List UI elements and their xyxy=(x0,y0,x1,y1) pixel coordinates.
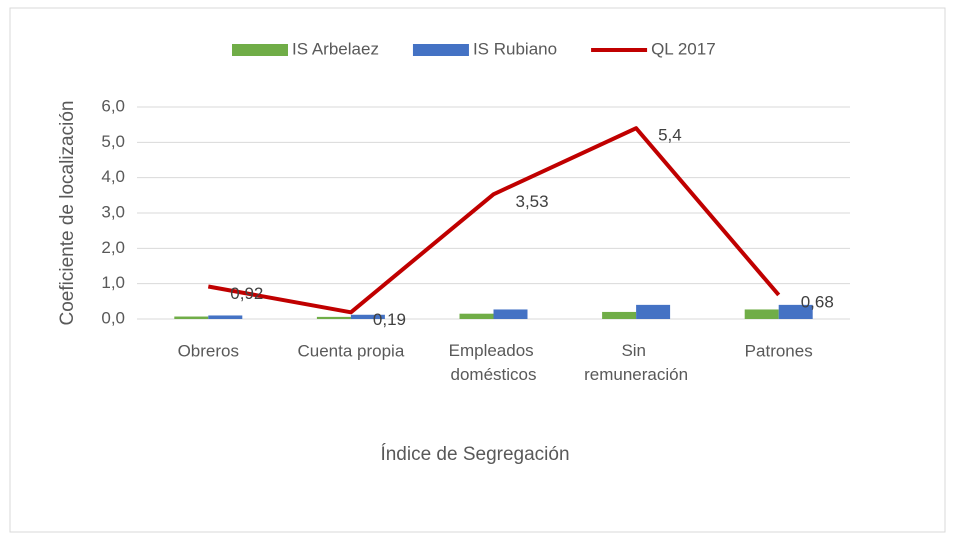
bar xyxy=(602,311,637,319)
x-tick-label: Cuenta propia xyxy=(297,341,404,360)
legend-label: IS Arbelaez xyxy=(292,39,379,58)
bar xyxy=(493,309,528,319)
y-tick-label: 4,0 xyxy=(101,167,125,186)
bar xyxy=(208,315,243,319)
x-tick-label-line: remuneración xyxy=(584,365,688,384)
x-tick-label-line: Sin xyxy=(621,341,650,360)
y-tick-label: 3,0 xyxy=(101,202,125,221)
bar xyxy=(174,316,209,319)
x-tick-label-line: domésticos xyxy=(451,365,537,384)
x-tick-label: Patrones xyxy=(745,341,813,360)
y-tick-label: 0,0 xyxy=(101,308,125,327)
x-axis-title: Índice de Segregación xyxy=(380,444,569,465)
legend-swatch xyxy=(412,44,469,56)
line xyxy=(207,126,781,315)
data-label: 0,19 xyxy=(373,310,406,329)
bar xyxy=(316,316,351,319)
legend-swatch xyxy=(232,44,288,56)
y-tick-label: 2,0 xyxy=(101,238,125,257)
data-label: 5,4 xyxy=(658,126,682,145)
bar xyxy=(459,313,494,319)
legend-label: QL 2017 xyxy=(651,39,716,58)
data-label: 0,68 xyxy=(801,292,834,311)
data-label: 3,53 xyxy=(516,192,549,211)
y-axis-title: Coeficiente de localización xyxy=(57,101,78,326)
bar xyxy=(744,309,779,319)
chart-frame xyxy=(9,7,946,533)
legend-label: IS Rubiano xyxy=(473,39,557,58)
x-tick-label: Sin remuneración xyxy=(584,341,688,384)
x-tick-label-line: Empleados xyxy=(449,341,539,360)
y-tick-label: 1,0 xyxy=(101,273,125,292)
bar xyxy=(636,304,671,319)
bar xyxy=(778,304,813,319)
data-label: 0,92 xyxy=(230,284,263,303)
bar xyxy=(350,314,385,319)
x-tick-label: Obreros xyxy=(178,341,239,360)
y-tick-label: 6,0 xyxy=(101,96,125,115)
y-tick-label: 5,0 xyxy=(101,132,125,151)
x-tick-label: Empleados domésticos xyxy=(449,341,539,384)
